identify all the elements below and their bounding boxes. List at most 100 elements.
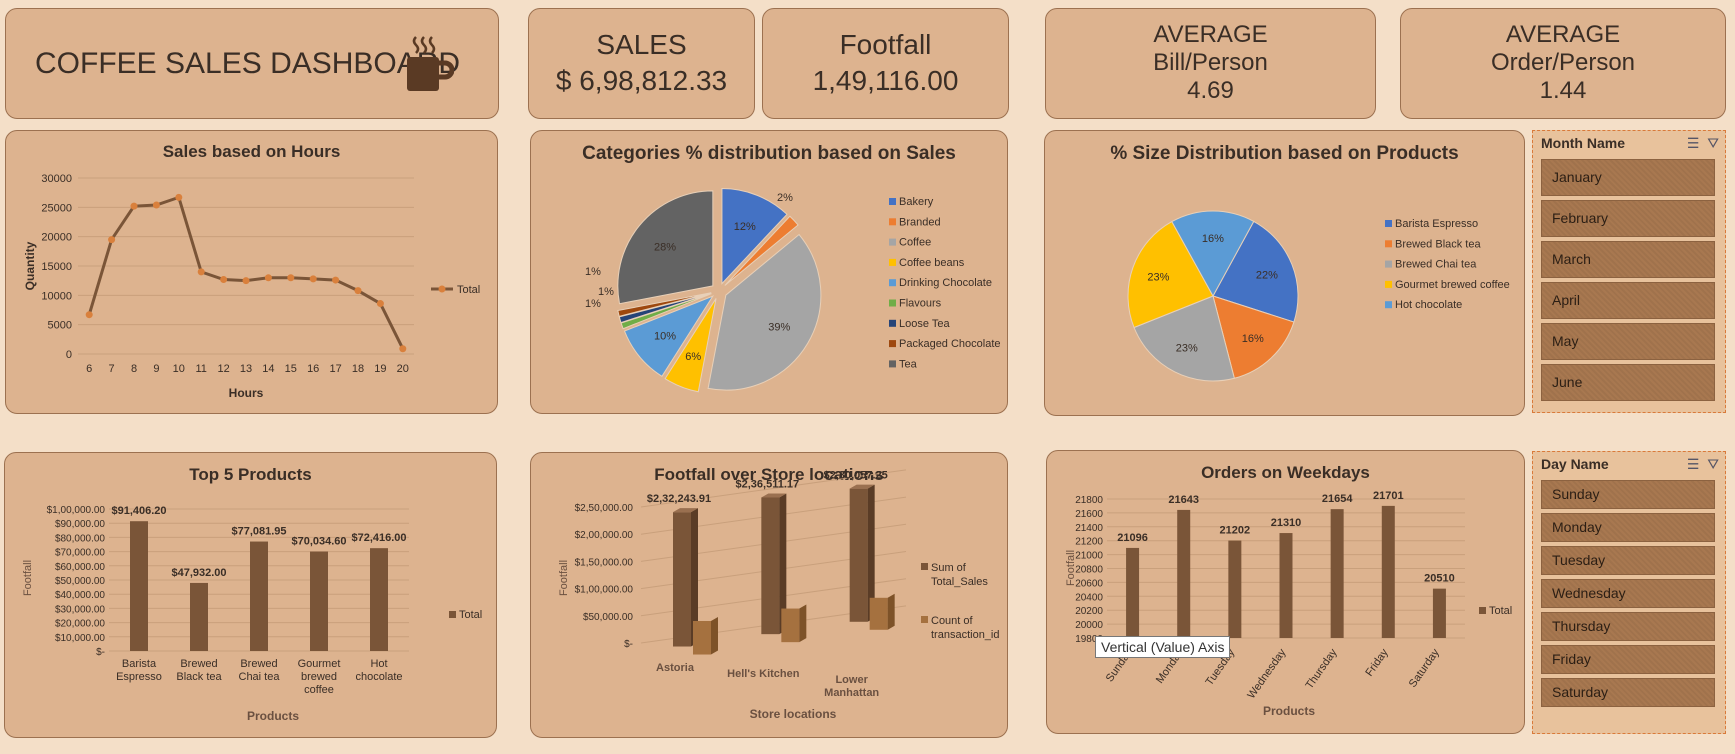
bar [1177, 509, 1191, 638]
slicer-item-monday[interactable]: Monday [1541, 513, 1715, 542]
pie-slice [620, 293, 712, 330]
weekdays-card[interactable]: Orders on Weekdays 19800 20000 20200 20400 2… [1046, 450, 1525, 734]
legend-label: Gourmet brewed coffee [1395, 279, 1510, 291]
bar-data-label: 21202 [1220, 525, 1251, 537]
x-tick-label: Friday [1363, 646, 1391, 678]
store-locations-title: Footfall over Store locations [654, 465, 884, 484]
data-point [376, 300, 384, 308]
pie-data-label: 1% [585, 298, 601, 310]
legend-label: Hot chocolate [1395, 299, 1462, 311]
top-products-card[interactable]: Top 5 Products $- $10,000.00 $20,000.00 $30… [4, 452, 497, 738]
slicer-item-tuesday[interactable]: Tuesday [1541, 546, 1715, 575]
x-tick-label: 15 [285, 363, 297, 375]
slicer-item-saturday[interactable]: Saturday [1541, 678, 1715, 707]
slicer-item-thursday[interactable]: Thursday [1541, 612, 1715, 641]
top-products-bar-chart[interactable]: $- $10,000.00 $20,000.00 $30,000.00 $40,000.… [5, 453, 498, 739]
day-slicer[interactable]: Day Name ☰ ⛛ Sunday Monday Tuesday Wednesda… [1532, 451, 1726, 734]
y-tick-label: 21000 [1075, 551, 1103, 562]
bar-data-label: $91,406.20 [111, 505, 166, 517]
bar [1126, 547, 1140, 638]
slicer-item-wednesday[interactable]: Wednesday [1541, 579, 1715, 608]
pie-data-label: 2% [777, 192, 793, 204]
y-axis-title: Footfall [558, 560, 570, 596]
slicer-item-may[interactable]: May [1541, 323, 1715, 360]
pie-slice [1212, 295, 1295, 379]
data-point [332, 276, 340, 284]
y-tick-label: $2,50,000.00 [575, 503, 634, 514]
bar-side [887, 593, 895, 630]
y-tick-label: $1,00,000.00 [47, 505, 106, 516]
slicer-item-march[interactable]: March [1541, 241, 1715, 278]
y-tick-label: $- [96, 647, 105, 658]
y-tick-label: $60,000.00 [55, 562, 105, 573]
legend-swatch [1385, 220, 1392, 227]
legend-swatch [1385, 240, 1392, 248]
month-slicer[interactable]: Month Name ☰ ⛛ January February March April… [1532, 130, 1726, 413]
sales-value: $ 6,98,812.33 [555, 65, 728, 96]
legend-label: Loose Tea [899, 318, 950, 330]
y-tick-label: 20000 [1075, 620, 1103, 631]
bar-data-label: $2,36,511.17 [736, 478, 800, 490]
bar-data-label: 20510 [1424, 573, 1455, 585]
hours-line-chart[interactable]: 0 5000 10000 15000 20000 25000 30000 6 7 8 9 10 11 12… [6, 131, 499, 415]
slicer-item-april[interactable]: April [1541, 282, 1715, 319]
y-tick-label: 20000 [41, 232, 72, 244]
y-axis-title: Footfall [22, 560, 34, 596]
pie-slice [617, 190, 714, 305]
store-locations-card[interactable]: Footfall over Store locations $- $50,000.… [530, 452, 1008, 738]
slicer-item-friday[interactable]: Friday [1541, 645, 1715, 674]
pie-data-label: 28% [654, 241, 676, 253]
month-slicer-controls: ☰ ⛛ [1687, 135, 1719, 152]
legend-label: Bakery [899, 196, 934, 208]
legend-swatch [1385, 301, 1392, 309]
legend-swatch [889, 279, 896, 287]
bar-top [761, 493, 787, 498]
legend-label: Tea [899, 358, 918, 370]
size-chart-title: % Size Distribution based on Products [1110, 143, 1459, 164]
store-locations-bar-chart[interactable]: $- $50,000.00 $1,00,000.00 $1,50,000.00 $2,0… [531, 453, 1009, 739]
avg-order-label: AVERAGE [1505, 21, 1621, 48]
hours-chart-card[interactable]: Sales based on Hours 0 5000 10000 15000 2000… [5, 130, 498, 414]
legend-swatch [889, 340, 896, 348]
data-point [399, 345, 407, 353]
size-chart-card[interactable]: % Size Distribution based on Products 22… [1044, 130, 1525, 416]
categories-pie-chart[interactable]: 12%2%39%6%10%1%1%1%28%BakeryBrandedCoffe… [531, 131, 1009, 415]
legend-label: Drinking Chocolate [899, 277, 992, 289]
bar-side [779, 493, 787, 635]
y-tick-label: 15000 [41, 261, 72, 273]
data-point [264, 274, 272, 282]
legend-marker [438, 285, 446, 293]
multi-select-icon[interactable]: ☰ [1686, 135, 1700, 151]
clear-filter-icon[interactable]: ⛛ [1707, 456, 1719, 472]
y-tick-label: $10,000.00 [55, 633, 105, 644]
bar [1381, 505, 1395, 638]
footfall-value: 1,49,116.00 [812, 65, 959, 96]
weekdays-bar-chart[interactable]: 19800 20000 20200 20400 20600 20800 21000 21200… [1047, 451, 1526, 735]
pie-data-label: 10% [654, 331, 676, 343]
slicer-item-june[interactable]: June [1541, 364, 1715, 401]
avg-bill-card: AVERAGE Bill/Person 4.69 [1045, 8, 1376, 119]
y-tick-label: $80,000.00 [55, 533, 105, 544]
bar [1432, 588, 1446, 638]
bar-data-label: $2,30,057.25 [824, 470, 888, 482]
day-slicer-controls: ☰ ⛛ [1687, 456, 1719, 473]
x-tick-label: Brewed [240, 658, 277, 670]
x-tick-label: Manhattan [824, 687, 879, 699]
size-pie-chart[interactable]: 22% 16% 23% 23% 16% Barista Espresso Brewed Bl… [1045, 131, 1526, 417]
footfall-label: Footfall [839, 29, 932, 60]
bar-total-sales [849, 488, 868, 622]
clear-filter-icon[interactable]: ⛛ [1707, 135, 1719, 151]
avg-order-card: AVERAGE Order/Person 1.44 [1400, 8, 1726, 119]
slicer-item-february[interactable]: February [1541, 200, 1715, 237]
legend-swatch [889, 198, 896, 205]
y-tick-label: 20800 [1075, 565, 1103, 576]
bar-data-label: $70,034.60 [291, 536, 346, 548]
y-tick-label: $- [624, 639, 633, 650]
top-products-title: Top 5 Products [189, 465, 312, 484]
categories-chart-card[interactable]: Categories % distribution based on Sales… [530, 130, 1008, 414]
pie-data-label: 16% [1242, 333, 1264, 345]
slicer-item-sunday[interactable]: Sunday [1541, 480, 1715, 509]
x-tick-label: 19 [374, 363, 386, 375]
slicer-item-january[interactable]: January [1541, 159, 1715, 196]
multi-select-icon[interactable]: ☰ [1686, 456, 1700, 472]
